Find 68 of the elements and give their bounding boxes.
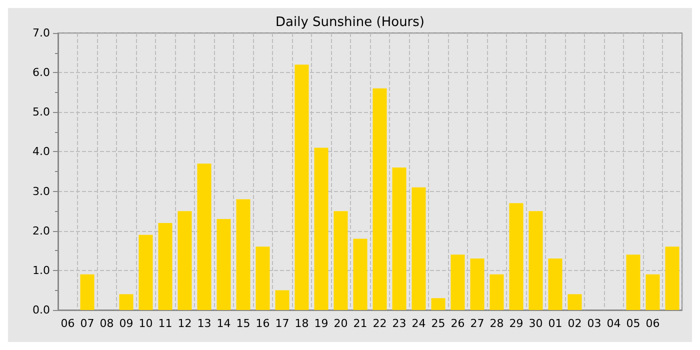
x-tick-label: 24 xyxy=(412,317,426,330)
bar xyxy=(626,254,640,310)
x-tick-label: 25 xyxy=(431,317,446,330)
bar xyxy=(236,199,250,310)
bar xyxy=(275,290,290,310)
bar xyxy=(548,258,562,310)
bar xyxy=(490,274,504,310)
bar xyxy=(665,246,680,310)
bar xyxy=(314,148,328,310)
y-tick-label: 0.0 xyxy=(32,304,50,316)
x-tick-label: 17 xyxy=(275,317,290,330)
x-tick-label: 29 xyxy=(509,317,524,330)
bar xyxy=(138,234,153,310)
x-tick-label: 06 xyxy=(646,317,660,330)
bar xyxy=(80,274,94,310)
bar xyxy=(372,88,387,310)
y-tick-label: 2.0 xyxy=(32,224,50,238)
x-tick-label: 28 xyxy=(490,317,504,330)
bar xyxy=(470,258,484,310)
y-tick-label: 1.0 xyxy=(32,264,50,277)
y-tick-label: 3.0 xyxy=(32,184,50,198)
x-tick-label: 07 xyxy=(80,317,94,330)
chart-title: Daily Sunshine (Hours) xyxy=(276,15,424,30)
bar xyxy=(646,274,660,310)
bar xyxy=(197,164,212,310)
x-tick-label: 08 xyxy=(100,317,114,330)
bar xyxy=(412,187,426,310)
bar xyxy=(528,211,543,310)
x-tick-label: 27 xyxy=(470,317,484,330)
x-tick-label: 30 xyxy=(528,317,543,330)
x-tick-label: 16 xyxy=(256,317,270,330)
x-tick-label: 09 xyxy=(119,317,134,330)
bar xyxy=(392,168,406,310)
x-tick-label: 26 xyxy=(450,317,465,330)
bar xyxy=(509,203,524,310)
x-tick-label: 02 xyxy=(568,317,582,330)
bar xyxy=(334,211,348,310)
x-tick-label: 06 xyxy=(60,317,75,330)
y-tick-label: 5.0 xyxy=(32,106,50,119)
x-tick-label: 21 xyxy=(353,317,368,330)
bar xyxy=(216,218,231,310)
x-tick-label: 23 xyxy=(392,317,406,330)
y-tick-label: 6.0 xyxy=(32,66,50,80)
bar xyxy=(353,238,368,310)
x-tick-label: 13 xyxy=(197,317,212,330)
bar xyxy=(450,254,465,310)
x-tick-label: 22 xyxy=(372,317,387,330)
x-tick-label: 14 xyxy=(216,317,231,330)
bar xyxy=(568,294,582,310)
bar xyxy=(119,294,134,310)
bar xyxy=(431,298,446,310)
y-tick-label: 4.0 xyxy=(32,145,50,158)
y-tick-label: 7.0 xyxy=(32,26,50,40)
x-tick-label: 11 xyxy=(158,317,172,330)
x-tick-label: 10 xyxy=(138,317,153,330)
bar xyxy=(256,246,270,310)
bar xyxy=(178,211,192,310)
x-tick-label: 05 xyxy=(626,317,640,330)
x-tick-label: 19 xyxy=(314,317,328,330)
bar xyxy=(158,222,172,310)
x-tick-label: 04 xyxy=(606,317,621,330)
x-tick-label: 20 xyxy=(334,317,348,330)
x-tick-label: 12 xyxy=(178,317,192,330)
x-tick-label: 03 xyxy=(587,317,602,330)
x-tick-label: 18 xyxy=(294,317,309,330)
x-tick-label: 15 xyxy=(236,317,250,330)
bar xyxy=(294,64,309,310)
x-tick-label: 01 xyxy=(548,317,562,330)
